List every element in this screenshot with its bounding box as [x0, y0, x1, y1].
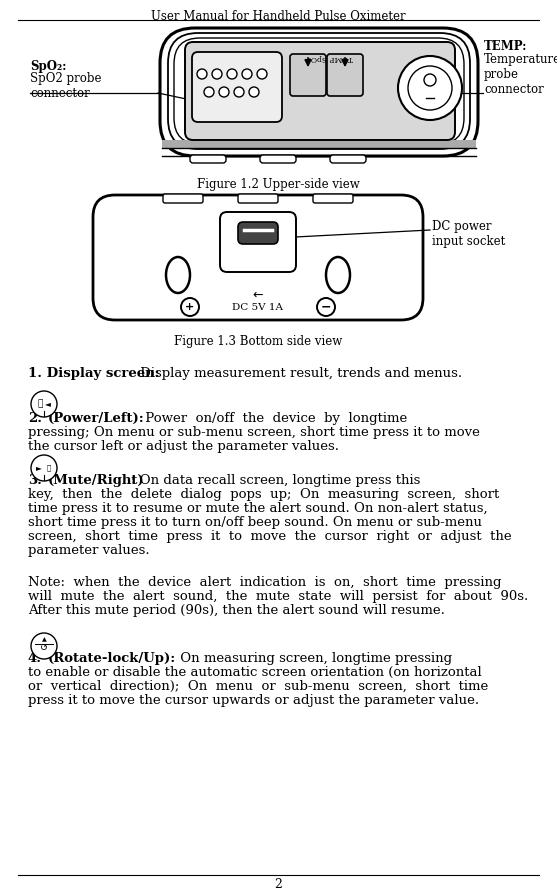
Text: (Mute/Right): (Mute/Right) [48, 474, 145, 487]
FancyBboxPatch shape [190, 155, 226, 163]
FancyBboxPatch shape [220, 212, 296, 272]
Bar [162, 140, 476, 148]
Text: short time press it to turn on/off beep sound. On menu or sub-menu: short time press it to turn on/off beep … [28, 516, 482, 529]
Text: 3.: 3. [28, 474, 42, 487]
Text: ►: ► [36, 463, 42, 472]
Text: 2: 2 [275, 878, 282, 889]
Text: −: − [321, 300, 331, 314]
Circle shape [234, 87, 244, 97]
Circle shape [408, 66, 452, 110]
Text: User Manual for Handheld Pulse Oximeter: User Manual for Handheld Pulse Oximeter [151, 10, 406, 23]
Text: ⛔: ⛔ [47, 465, 51, 471]
FancyBboxPatch shape [174, 38, 464, 144]
Circle shape [242, 69, 252, 79]
FancyBboxPatch shape [238, 194, 278, 203]
FancyBboxPatch shape [163, 194, 203, 203]
Text: (Power/Left):: (Power/Left): [48, 412, 145, 425]
Text: SpO2 probe
connector: SpO2 probe connector [30, 72, 101, 100]
FancyBboxPatch shape [185, 42, 455, 140]
Text: SpO₂:: SpO₂: [30, 60, 66, 73]
Circle shape [31, 455, 57, 481]
Circle shape [181, 298, 199, 316]
FancyBboxPatch shape [260, 155, 296, 163]
Circle shape [212, 69, 222, 79]
Text: On measuring screen, longtime pressing: On measuring screen, longtime pressing [176, 652, 452, 665]
Circle shape [398, 56, 462, 120]
Text: or  vertical  direction);  On  menu  or  sub-menu  screen,  short  time: or vertical direction); On menu or sub-m… [28, 680, 488, 693]
Text: Power  on/off  the  device  by  longtime: Power on/off the device by longtime [141, 412, 407, 425]
Text: parameter values.: parameter values. [28, 544, 150, 557]
FancyBboxPatch shape [93, 195, 423, 320]
Circle shape [204, 87, 214, 97]
Ellipse shape [326, 257, 350, 293]
Text: TEMP SpO₂: TEMP SpO₂ [307, 54, 353, 62]
Text: (Rotate-lock/Up):: (Rotate-lock/Up): [48, 652, 176, 665]
FancyBboxPatch shape [238, 222, 278, 244]
Text: to enable or disable the automatic screen orientation (on horizontal: to enable or disable the automatic scree… [28, 666, 482, 679]
Text: Figure 1.3 Bottom side view: Figure 1.3 Bottom side view [174, 335, 342, 348]
Text: the cursor left or adjust the parameter values.: the cursor left or adjust the parameter … [28, 440, 339, 453]
Text: Note:  when  the  device  alert  indication  is  on,  short  time  pressing: Note: when the device alert indication i… [28, 576, 501, 589]
Text: 4.: 4. [28, 652, 42, 665]
Text: DC 5V 1A: DC 5V 1A [232, 303, 284, 313]
Circle shape [31, 391, 57, 417]
Circle shape [317, 298, 335, 316]
Text: 1. Display screen:: 1. Display screen: [28, 367, 160, 380]
Ellipse shape [166, 257, 190, 293]
FancyBboxPatch shape [168, 33, 470, 149]
Text: key,  then  the  delete  dialog  pops  up;  On  measuring  screen,  short: key, then the delete dialog pops up; On … [28, 488, 499, 501]
Text: ↺: ↺ [40, 643, 48, 653]
Text: TEMP:: TEMP: [484, 40, 527, 53]
Text: pressing; On menu or sub-menu screen, short time press it to move: pressing; On menu or sub-menu screen, sh… [28, 426, 480, 439]
FancyBboxPatch shape [327, 54, 363, 96]
Text: press it to move the cursor upwards or adjust the parameter value.: press it to move the cursor upwards or a… [28, 694, 479, 707]
Text: ⏻: ⏻ [37, 399, 43, 409]
Text: DC power
input socket: DC power input socket [432, 220, 505, 248]
Text: 2.: 2. [28, 412, 42, 425]
Text: ◄: ◄ [45, 399, 51, 409]
Text: After this mute period (90s), then the alert sound will resume.: After this mute period (90s), then the a… [28, 604, 445, 617]
Circle shape [227, 69, 237, 79]
Text: Temperature
probe
connector: Temperature probe connector [484, 53, 557, 96]
Circle shape [249, 87, 259, 97]
Text: ←: ← [253, 289, 263, 301]
Circle shape [257, 69, 267, 79]
Circle shape [424, 74, 436, 86]
Circle shape [219, 87, 229, 97]
FancyBboxPatch shape [192, 52, 282, 122]
Text: ▲: ▲ [42, 637, 46, 643]
Text: Display measurement result, trends and menus.: Display measurement result, trends and m… [136, 367, 462, 380]
Text: Figure 1.2 Upper-side view: Figure 1.2 Upper-side view [197, 178, 359, 191]
Text: time press it to resume or mute the alert sound. On non-alert status,: time press it to resume or mute the aler… [28, 502, 487, 515]
FancyBboxPatch shape [160, 28, 478, 156]
Circle shape [31, 633, 57, 659]
FancyBboxPatch shape [290, 54, 326, 96]
Text: will  mute  the  alert  sound,  the  mute  state  will  persist  for  about  90s: will mute the alert sound, the mute stat… [28, 590, 528, 603]
Text: +: + [185, 302, 194, 312]
FancyBboxPatch shape [330, 155, 366, 163]
Text: screen,  short  time  press  it  to  move  the  cursor  right  or  adjust  the: screen, short time press it to move the … [28, 530, 512, 543]
Circle shape [197, 69, 207, 79]
FancyBboxPatch shape [313, 194, 353, 203]
Text: : On data recall screen, longtime press this: : On data recall screen, longtime press … [131, 474, 421, 487]
